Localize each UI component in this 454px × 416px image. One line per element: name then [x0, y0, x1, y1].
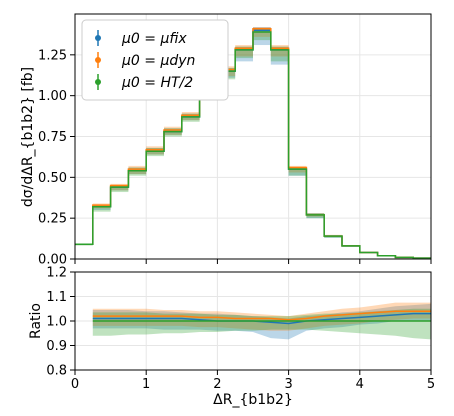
main-band-bin [92, 205, 111, 210]
ratio-y-tick-label: 1.2 [46, 266, 67, 281]
legend-box [81, 19, 229, 101]
ratio-plot-frame [74, 271, 432, 371]
ratio-y-tick-label: 1.1 [46, 290, 67, 305]
main-band-bin [181, 112, 200, 121]
main-y-tick-label: 0.00 [38, 253, 67, 268]
main-band-bin [146, 146, 164, 155]
ratio-x-tick-label: 1 [142, 377, 150, 392]
ratio-ticks: 0 1 2 3 4 5 0.8 0.9 1.0 1.1 1.2 [46, 266, 435, 393]
ratio-x-tick-label: 4 [356, 377, 364, 392]
main-band-bin [92, 203, 111, 209]
main-plot-frame [74, 13, 432, 260]
legend-label-dyn: μ0 = μdyn [121, 53, 195, 69]
legend: μ0 = μfix μ0 = μdyn μ0 = HT/2 [81, 19, 229, 101]
main-band-bin [110, 185, 129, 191]
main-y-tick-label: 1.00 [38, 89, 67, 104]
ratio-y-tick-label: 0.8 [46, 364, 67, 379]
main-histogram-lines [75, 27, 431, 259]
main-y-tick-label: 0.25 [38, 212, 67, 227]
main-band-bin [306, 213, 325, 219]
main-band-bin [253, 28, 271, 41]
legend-label-ht: μ0 = HT/2 [121, 75, 193, 91]
ratio-x-tick-label: 5 [427, 377, 435, 392]
ratio-x-tick-label: 0 [71, 377, 79, 392]
legend-label-fix: μ0 = μfix [121, 31, 187, 47]
main-band-bin [235, 45, 253, 57]
main-band-bin [235, 46, 253, 59]
main-band-bin [92, 205, 111, 212]
main-y-tick-label: 0.75 [38, 130, 67, 145]
main-y-axis-label: dσ/dΔR_{b1b2} [fb] [20, 67, 36, 207]
main-band-bin [128, 165, 147, 175]
ratio-series-line-1 [92, 310, 431, 321]
main-band-bin [270, 45, 289, 57]
main-band-bin [288, 167, 307, 176]
main-band-bin [164, 126, 182, 135]
main-y-tick-label: 1.25 [38, 48, 67, 63]
main-band-bin [270, 46, 289, 65]
legend-entry-dyn: μ0 = μdyn [95, 52, 195, 69]
main-band-bin [146, 147, 164, 157]
main-band-bin [181, 113, 200, 122]
legend-entry-fix: μ0 = μfix [95, 30, 187, 47]
main-band-bin [164, 128, 182, 137]
main-y-tick-label: 0.50 [38, 171, 67, 186]
main-series-line-2 [75, 31, 431, 259]
main-band-bin [288, 167, 307, 176]
main-band-bin [306, 213, 325, 219]
main-band-bin [110, 185, 129, 193]
ratio-x-tick-label: 2 [213, 377, 221, 392]
main-band-bin [128, 167, 147, 176]
x-axis-label: ΔR_{b1b2} [213, 392, 293, 408]
ratio-band-1 [92, 302, 432, 331]
ratio-y-tick-label: 0.9 [46, 339, 67, 354]
ratio-x-tick-label: 3 [284, 377, 292, 392]
legend-entry-ht: μ0 = HT/2 [95, 74, 193, 91]
ratio-y-axis-label: Ratio [28, 303, 44, 339]
ratio-y-tick-label: 1.0 [46, 315, 67, 330]
ratio-lines [92, 310, 431, 325]
main-ticks: 0.00 0.25 0.50 0.75 1.00 1.25 [38, 48, 432, 268]
